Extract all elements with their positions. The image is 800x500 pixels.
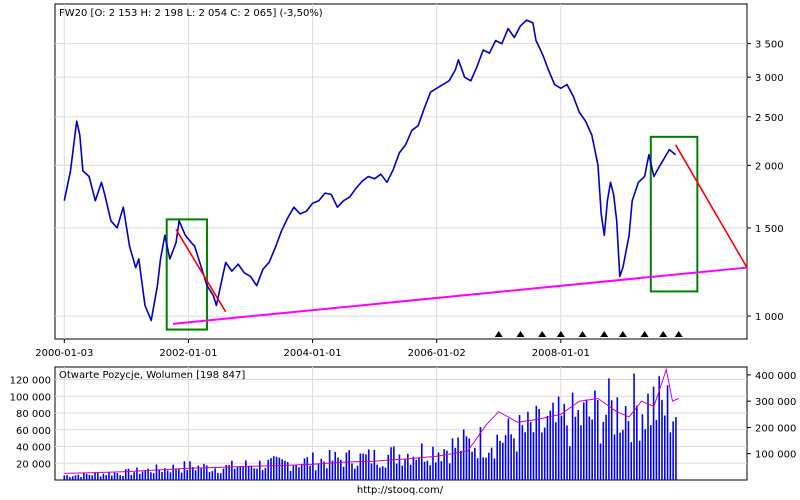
highlight-box — [649, 135, 699, 293]
decline-line — [175, 228, 227, 313]
volume-left-tick-label: 20 000 — [16, 459, 51, 470]
highlight-box — [165, 218, 209, 331]
price-grid — [55, 4, 747, 339]
price-panel-frame — [54, 3, 748, 340]
price-y-tick-label: 1 000 — [755, 312, 784, 323]
open-interest-right-tick-label: 100 000 — [755, 450, 796, 461]
volume-left-tick-label: 80 000 — [16, 409, 51, 420]
price-panel: 1 000 1 500 2 000 2 500 3 000 3 500 2000-01-0… — [35, 3, 784, 359]
marker-triangle — [674, 331, 683, 337]
marker-triangle — [516, 331, 525, 337]
volume-left-tick-label: 120 000 — [10, 376, 51, 387]
price-y-tick-label: 1 500 — [755, 224, 784, 235]
price-x-tick-label: 2008-01-01 — [532, 348, 590, 359]
price-y-tick-label: 3 000 — [755, 73, 784, 84]
price-x-tick-label: 2004-01-01 — [283, 348, 341, 359]
price-y-axis: 1 000 1 500 2 000 2 500 3 000 3 500 — [747, 40, 784, 323]
trend-lines — [172, 144, 748, 325]
volume-chart-title: Otwarte Pozycje, Wolumen [198 847] — [59, 370, 245, 381]
marker-triangles — [494, 331, 683, 337]
open-interest-right-tick-label: 400 000 — [755, 371, 796, 382]
marker-triangle — [538, 331, 547, 337]
decline-line — [674, 144, 748, 268]
volume-panel: 20 000 40 000 60 000 80 000 100 000 120 000 1… — [10, 366, 796, 481]
marker-triangle — [600, 331, 609, 337]
marker-triangle — [494, 331, 503, 337]
price-y-tick-label: 2 500 — [755, 113, 784, 124]
price-series — [63, 19, 677, 322]
price-chart-title: FW20 [O: 2 153 H: 2 198 L: 2 054 C: 2 06… — [59, 8, 323, 19]
volume-left-tick-label: 40 000 — [16, 443, 51, 454]
marker-triangle — [640, 331, 649, 337]
volume-left-tick-label: 60 000 — [16, 426, 51, 437]
price-y-tick-label: 2 000 — [755, 161, 784, 172]
marker-triangle — [618, 331, 627, 337]
support-trend-line — [172, 266, 748, 325]
price-y-tick-label: 3 500 — [755, 40, 784, 51]
marker-triangle — [556, 331, 565, 337]
volume-left-tick-label: 100 000 — [10, 392, 51, 403]
marker-triangle — [578, 331, 587, 337]
source-footer: http://stooq.com/ — [356, 485, 444, 496]
open-interest-right-tick-label: 200 000 — [755, 423, 796, 434]
price-x-axis: 2000-01-03 2002-01-01 2004-01-01 2006-01-02… — [35, 339, 590, 359]
open-interest-line-path — [64, 367, 679, 474]
volume-bars — [63, 373, 677, 480]
price-x-tick-label: 2002-01-01 — [159, 348, 217, 359]
open-interest-line — [64, 367, 679, 474]
highlight-boxes — [165, 135, 699, 331]
price-x-tick-label: 2006-01-02 — [408, 348, 466, 359]
price-x-tick-label: 2000-01-03 — [35, 348, 93, 359]
marker-triangle — [659, 331, 668, 337]
open-interest-right-tick-label: 300 000 — [755, 397, 796, 408]
price-line — [63, 19, 677, 322]
volume-left-axis: 20 000 40 000 60 000 80 000 100 000 120 000 — [10, 376, 51, 471]
open-interest-right-axis: 100 000 200 000 300 000 400 000 — [747, 371, 796, 461]
